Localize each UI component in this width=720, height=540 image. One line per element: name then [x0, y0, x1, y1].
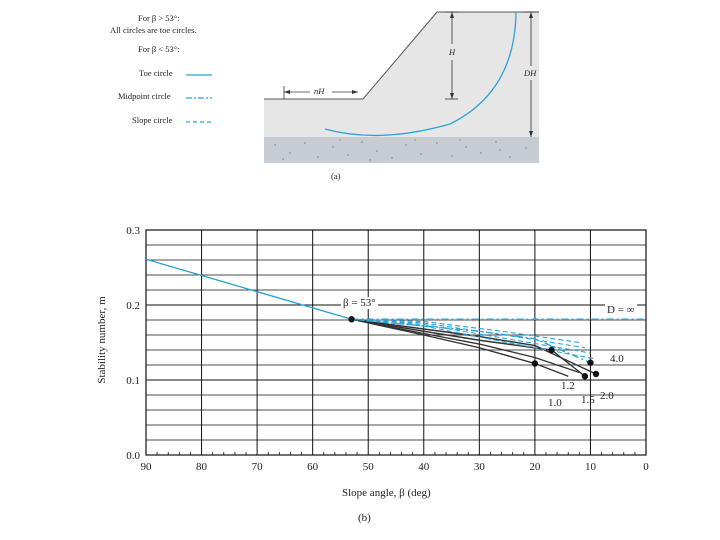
legend-slope: Slope circle	[132, 115, 173, 125]
y-tick-label: 0.2	[126, 300, 140, 312]
soil-mass	[264, 12, 539, 137]
legend-toe: Toe circle	[139, 68, 173, 78]
fan-curve	[351, 318, 580, 344]
data-point	[531, 360, 539, 367]
y-tick-label: 0.3	[126, 225, 140, 237]
data-point	[587, 359, 594, 366]
x-tick-label: 20	[529, 461, 541, 473]
x-axis-label: Slope angle, β (deg)	[342, 487, 431, 499]
x-tick-label: 30	[474, 461, 486, 473]
fan-curve	[351, 318, 585, 349]
curve-label-4-0: 4.0	[610, 353, 624, 365]
y-tick-label: 0.0	[126, 450, 140, 462]
x-tick-label: 10	[585, 461, 597, 473]
y-tick-label: 0.1	[126, 375, 140, 387]
data-point	[348, 316, 355, 323]
x-tick-label: 70	[252, 461, 264, 473]
series-line-1-0	[351, 318, 569, 377]
x-tick-label: 40	[418, 461, 430, 473]
data-point	[592, 370, 600, 378]
firm-base	[264, 137, 539, 163]
legend-line2: All circles are toe circles.	[110, 25, 197, 35]
dim-nH: nH	[314, 86, 325, 96]
dim-DH: DH	[524, 68, 537, 78]
curve-label-1-2: 1.2	[561, 380, 575, 392]
data-point	[581, 373, 589, 380]
caption-b: (b)	[358, 512, 371, 524]
x-tick-label: 60	[307, 461, 319, 473]
series-line--53-	[145, 258, 352, 320]
x-tick-label: 90	[141, 461, 153, 473]
firm-base-speckle	[274, 139, 527, 161]
x-tick-label: 80	[196, 461, 208, 473]
curve-label-1-0: 1.0	[548, 397, 562, 409]
plot-frame	[145, 229, 647, 456]
x-tick-label: 50	[363, 461, 375, 473]
slope-diagram	[186, 11, 539, 163]
d-inf-label: D = ∞	[605, 304, 637, 316]
legend-line3: For β < 53°:	[138, 44, 180, 54]
x-tick-label: 0	[643, 461, 649, 473]
y-axis-label: Stability number, m	[96, 296, 108, 384]
beta-label: β = 53°	[341, 297, 378, 309]
legend-midpoint: Midpoint circle	[118, 91, 171, 101]
caption-a: (a)	[331, 171, 341, 181]
fan-curve	[351, 318, 591, 354]
dim-H: H	[449, 47, 456, 57]
curve-label-2-0: 2.0	[600, 390, 614, 402]
series-line-1-2	[351, 318, 580, 374]
curve-label-1-5: 1.5	[581, 394, 595, 406]
data-point	[548, 346, 555, 354]
legend-line1: For β > 53°:	[138, 13, 180, 23]
toe-circle-arc	[324, 11, 517, 137]
ground-surface	[264, 11, 539, 100]
